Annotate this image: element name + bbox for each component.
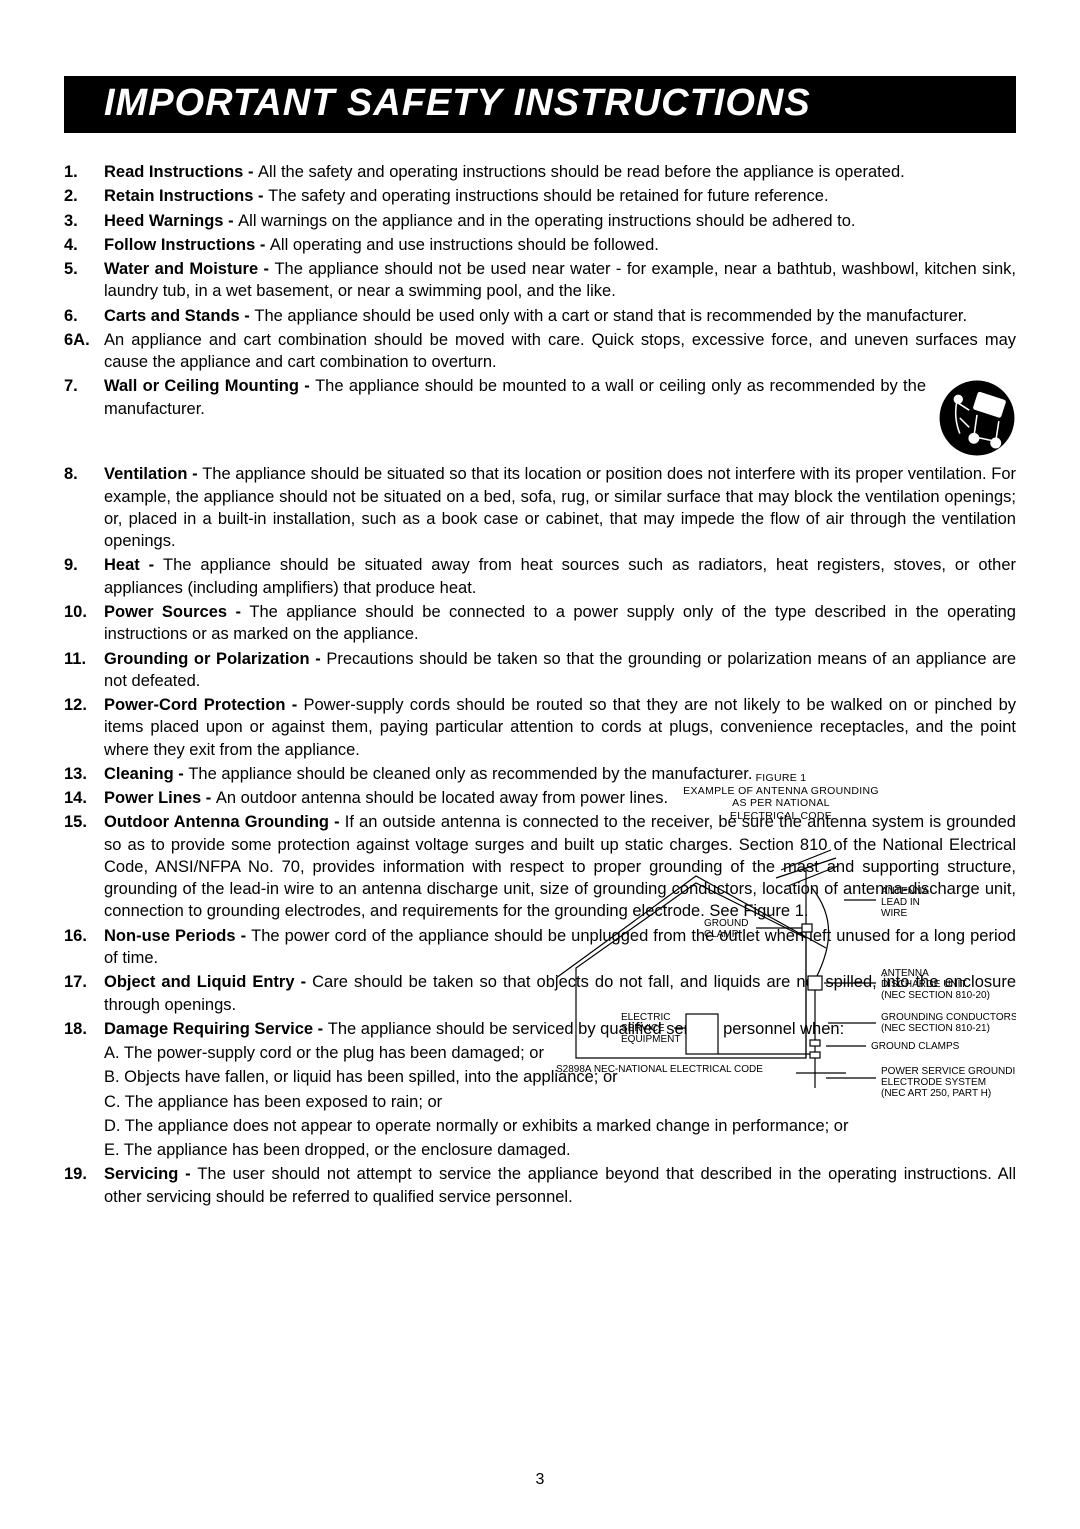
item-text: The appliance should be situated away fr…: [104, 556, 1016, 596]
fig-label: GROUNDCLAMP: [704, 918, 748, 940]
item-body: Wall or Ceiling Mounting - The appliance…: [104, 375, 1016, 461]
item-body: Heat - The appliance should be situated …: [104, 554, 1016, 599]
item-heading: Water and Moisture -: [104, 260, 274, 278]
item-num: 8.: [64, 463, 104, 552]
fig-label: ANTENNADISCHARGE UNIT(NEC SECTION 810-20…: [881, 968, 990, 1001]
item-heading: Retain Instructions -: [104, 187, 268, 205]
list-item: 1.Read Instructions - All the safety and…: [64, 161, 1016, 183]
figure-title: FIGURE 1 EXAMPLE OF ANTENNA GROUNDING AS…: [546, 772, 1016, 822]
sub-item: D. The appliance does not appear to oper…: [104, 1115, 1016, 1137]
fig-label: POWER SERVICE GROUNDINGELECTRODE SYSTEM(…: [881, 1066, 1016, 1099]
item-num: 15.: [64, 811, 104, 922]
list-item: 9.Heat - The appliance should be situate…: [64, 554, 1016, 599]
item-heading: Wall or Ceiling Mounting -: [104, 377, 315, 395]
item-body: Grounding or Polarization - Precautions …: [104, 648, 1016, 693]
item-num: 7.: [64, 375, 104, 461]
item-heading: Follow Instructions -: [104, 236, 270, 254]
item-text: All the safety and operating instruction…: [258, 163, 905, 181]
list-item: 3.Heed Warnings - All warnings on the ap…: [64, 210, 1016, 232]
fig-label: ELECTRICSERVICEEQUIPMENT: [621, 1012, 680, 1045]
item-num: 14.: [64, 787, 104, 809]
item-heading: Power Lines -: [104, 789, 216, 807]
item-heading: Ventilation -: [104, 465, 202, 483]
item-num: 6A.: [64, 329, 104, 374]
item-num: 6.: [64, 305, 104, 327]
fig-label: GROUND CLAMPS: [871, 1041, 960, 1052]
list-item: 5.Water and Moisture - The appliance sho…: [64, 258, 1016, 303]
fig-label: S2898A NEC-NATIONAL ELECTRICAL CODE: [556, 1064, 763, 1075]
item-body: Read Instructions - All the safety and o…: [104, 161, 1016, 183]
item-heading: Damage Requiring Service -: [104, 1020, 328, 1038]
item-heading: Cleaning -: [104, 765, 188, 783]
item-num: 1.: [64, 161, 104, 183]
item-text: An appliance and cart combination should…: [104, 331, 1016, 371]
item-num: 19.: [64, 1163, 104, 1208]
item-body: Heed Warnings - All warnings on the appl…: [104, 210, 1016, 232]
title-banner: IMPORTANT SAFETY INSTRUCTIONS: [64, 76, 1016, 133]
item-text: The user should not attempt to service t…: [104, 1165, 1016, 1205]
item-body: An appliance and cart combination should…: [104, 329, 1016, 374]
item-num: 5.: [64, 258, 104, 303]
list-item: 6A.An appliance and cart combination sho…: [64, 329, 1016, 374]
list-item: 8.Ventilation - The appliance should be …: [64, 463, 1016, 552]
list-item: 7. Wall or Ceiling Mounting - The appl: [64, 375, 1016, 461]
list-item: 12.Power-Cord Protection - Power-supply …: [64, 694, 1016, 761]
figure-1: FIGURE 1 EXAMPLE OF ANTENNA GROUNDING AS…: [546, 772, 1016, 1113]
sub-item: E. The appliance has been dropped, or th…: [104, 1139, 1016, 1161]
list-item: 2.Retain Instructions - The safety and o…: [64, 185, 1016, 207]
fig-label: ANTENNALEAD INWIRE: [881, 886, 929, 919]
item-heading: Heat -: [104, 556, 163, 574]
cart-tip-icon: [938, 379, 1016, 457]
item-heading: Read Instructions -: [104, 163, 258, 181]
item-num: 12.: [64, 694, 104, 761]
list-item: 19.Servicing - The user should not attem…: [64, 1163, 1016, 1208]
page-number: 3: [0, 1471, 1080, 1489]
item-num: 13.: [64, 763, 104, 785]
item-heading: Grounding or Polarization -: [104, 650, 326, 668]
item-text: The appliance should be situated so that…: [104, 465, 1016, 550]
list-item: 10.Power Sources - The appliance should …: [64, 601, 1016, 646]
page-title: IMPORTANT SAFETY INSTRUCTIONS: [104, 82, 976, 125]
item-heading: Power Sources -: [104, 603, 249, 621]
item-num: 10.: [64, 601, 104, 646]
item-heading: Power-Cord Protection -: [104, 696, 304, 714]
item-num: 4.: [64, 234, 104, 256]
item-num: 2.: [64, 185, 104, 207]
item-heading: Outdoor Antenna Grounding -: [104, 813, 345, 831]
item-text: The appliance should be used only with a…: [254, 307, 967, 325]
antenna-diagram: ANTENNALEAD INWIRE GROUNDCLAMP ANTENNADI…: [546, 828, 1016, 1108]
list-item: 6.Carts and Stands - The appliance shoul…: [64, 305, 1016, 327]
item-num: 17.: [64, 971, 104, 1016]
item-body: Power Sources - The appliance should be …: [104, 601, 1016, 646]
item-heading: Heed Warnings -: [104, 212, 238, 230]
fig-title-line: EXAMPLE OF ANTENNA GROUNDING: [546, 785, 1016, 798]
list-item: 4.Follow Instructions - All operating an…: [64, 234, 1016, 256]
item-body: Retain Instructions - The safety and ope…: [104, 185, 1016, 207]
item-body: Ventilation - The appliance should be si…: [104, 463, 1016, 552]
item-num: 3.: [64, 210, 104, 232]
fig-label: GROUNDING CONDUCTORS(NEC SECTION 810-21): [881, 1012, 1016, 1034]
item-heading: Object and Liquid Entry -: [104, 973, 312, 991]
item-text: All warnings on the appliance and in the…: [238, 212, 855, 230]
item-num: 16.: [64, 925, 104, 970]
item-heading: Non-use Periods -: [104, 927, 251, 945]
item-num: 18.: [64, 1018, 104, 1040]
list-item: 11.Grounding or Polarization - Precautio…: [64, 648, 1016, 693]
item-heading: Carts and Stands -: [104, 307, 254, 325]
item-body: Carts and Stands - The appliance should …: [104, 305, 1016, 327]
fig-title-line: ELECTRICAL CODE: [546, 810, 1016, 823]
item-heading: Servicing -: [104, 1165, 197, 1183]
fig-title-line: AS PER NATIONAL: [546, 797, 1016, 810]
fig-title-line: FIGURE 1: [546, 772, 1016, 785]
item-num: 11.: [64, 648, 104, 693]
item-body: Power-Cord Protection - Power-supply cor…: [104, 694, 1016, 761]
item-num: 9.: [64, 554, 104, 599]
item-body: Servicing - The user should not attempt …: [104, 1163, 1016, 1208]
item-body: Follow Instructions - All operating and …: [104, 234, 1016, 256]
item-text: All operating and use instructions shoul…: [270, 236, 659, 254]
item-body: Water and Moisture - The appliance shoul…: [104, 258, 1016, 303]
item-text: The safety and operating instructions sh…: [268, 187, 828, 205]
